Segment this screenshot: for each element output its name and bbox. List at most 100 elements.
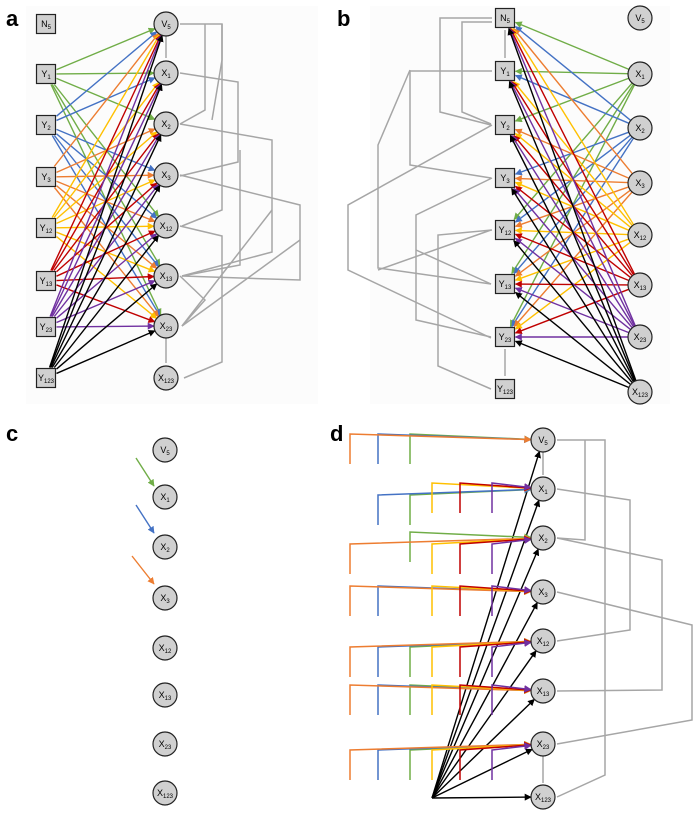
node-a-X3: X3 [153, 162, 179, 188]
node-label: X23 [537, 739, 550, 751]
edge-d-black-k6 [431, 748, 533, 799]
node-label: Y123 [38, 373, 55, 385]
node-c-V5: V5 [152, 437, 178, 463]
node-label: Y12 [40, 223, 53, 235]
node-circle [627, 170, 653, 196]
edge-d-purple-purple-2 [491, 585, 532, 616]
node-b-X13: X13 [627, 272, 653, 298]
node-a-X12: X12 [153, 213, 179, 239]
node-circle [152, 780, 178, 806]
node-d-X3: X3 [530, 579, 556, 605]
node-d-X23: X23 [530, 731, 556, 757]
edge-d-gray_edge-gray-4 [556, 537, 663, 692]
edge-c-orange-2 [131, 555, 155, 585]
edge-d-blue-blue-5 [377, 740, 532, 780]
node-circle [153, 313, 179, 339]
node-circle [627, 115, 653, 141]
node-d-X123: X123 [530, 784, 556, 810]
node-b-X1: X1 [627, 61, 653, 87]
nodes-layer: N5 Y1 Y2 Y3 Y12 Y13 Y23 Y123 V5 X1 X2 X3 X12 X13 X23 X1… [35, 5, 653, 810]
edge-a-gray_edge-gray-8 [181, 150, 241, 277]
edge-d-yellow-yellow-3 [431, 638, 532, 677]
node-circle [530, 628, 556, 654]
node-label: X23 [634, 332, 647, 344]
node-b-X23: X23 [627, 324, 653, 350]
edge-d-blue-blue-1 [377, 485, 532, 525]
node-circle [627, 61, 653, 87]
edge-d-red-red-4 [459, 684, 532, 715]
edge-a-gray_edge-gray-9 [179, 225, 223, 379]
edge-a-orange-12 [53, 32, 160, 167]
node-label: Y2 [500, 120, 510, 132]
node-a-X23: X23 [153, 313, 179, 339]
edge-b-black-42 [511, 187, 635, 383]
panel-label-d: d [330, 421, 343, 446]
node-square [35, 367, 57, 389]
edge-d-yellow-yellow-5 [431, 741, 532, 780]
node-d-X1: X1 [530, 476, 556, 502]
node-label: Y1 [500, 66, 510, 78]
node-circle [153, 263, 179, 289]
node-label: X123 [535, 792, 552, 804]
node-circle [530, 784, 556, 810]
edge-b-gray_edge-gray-9 [377, 229, 492, 271]
edge-b-black-41 [509, 134, 636, 382]
node-label: X1 [538, 484, 548, 496]
panel-b-background [370, 6, 670, 404]
node-a-Y3: Y3 [35, 166, 57, 188]
node-circle [627, 379, 653, 405]
node-c-X123: X123 [152, 780, 178, 806]
panel-label-a: a [6, 6, 19, 31]
edge-d-orange-orange-2 [349, 585, 532, 616]
node-circle [530, 525, 556, 551]
node-a-Y1: Y1 [35, 63, 57, 85]
edge-d-orange-orange-1 [349, 534, 532, 574]
node-label: X23 [160, 321, 173, 333]
node-circle [153, 11, 179, 37]
edge-d-black-k0 [431, 450, 541, 799]
edge-d-purple-purple-4 [491, 684, 532, 715]
node-square [494, 378, 516, 400]
node-circle [627, 5, 653, 31]
node-label: Y3 [500, 173, 510, 185]
edge-a-black-45 [56, 330, 156, 375]
edge-d-yellow-yellow-1 [431, 535, 532, 574]
node-square [35, 270, 57, 292]
edge-b-orange-14 [514, 175, 629, 184]
edge-d-yellow-yellow-2 [431, 585, 532, 616]
node-label: Y23 [40, 322, 53, 334]
node-circle [153, 213, 179, 239]
node-label: V5 [635, 13, 645, 25]
node-circle [153, 162, 179, 188]
edge-a-purple-32 [49, 34, 163, 317]
node-circle [530, 678, 556, 704]
node-label: V5 [160, 445, 170, 457]
edge-d-green-green-2 [409, 531, 532, 562]
node-square [494, 167, 516, 189]
edge-d-gray_edge-gray-6 [556, 440, 586, 541]
edge-a-gray_edge-gray-4 [179, 72, 239, 177]
node-a-X1: X1 [153, 60, 179, 86]
node-circle [153, 365, 179, 391]
edge-b-green-0 [514, 21, 630, 71]
node-circle [153, 111, 179, 137]
node-c-X12: X12 [152, 635, 178, 661]
edge-d-red-red-5 [459, 741, 532, 780]
edge-b-orange-12 [513, 27, 633, 175]
edge-a-gray_edge-gray-11 [181, 209, 273, 327]
node-label: Y12 [499, 225, 512, 237]
node-circle [152, 635, 178, 661]
node-circle [152, 437, 178, 463]
node-b-Y13: Y13 [494, 273, 516, 295]
edge-d-red-red-2 [459, 585, 532, 616]
edge-d-orange-orange-0 [349, 433, 532, 464]
node-a-N5: N5 [35, 13, 57, 35]
edge-c-blue-1 [135, 504, 155, 534]
node-d-V5: V5 [530, 427, 556, 453]
edge-b-orange-13 [514, 128, 630, 179]
node-a-X2: X2 [153, 111, 179, 137]
node-circle [152, 585, 178, 611]
node-label: Y13 [499, 279, 512, 291]
edge-d-orange-orange-3 [349, 637, 532, 677]
edge-a-purple-38 [56, 322, 155, 330]
